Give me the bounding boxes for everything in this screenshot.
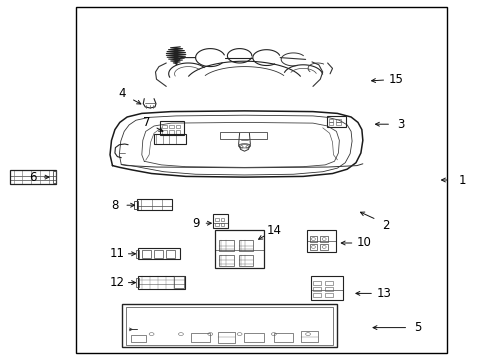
Bar	[213, 214, 227, 228]
Bar	[306, 230, 336, 252]
Bar	[136, 278, 139, 287]
Bar	[53, 171, 56, 183]
Bar	[138, 276, 184, 289]
Bar	[244, 333, 264, 342]
Text: 4: 4	[118, 87, 126, 100]
Bar	[136, 250, 139, 258]
Bar	[325, 281, 332, 285]
Bar	[320, 236, 327, 242]
Bar	[328, 119, 333, 122]
Text: 3: 3	[396, 118, 404, 131]
Bar	[335, 122, 340, 125]
Text: 15: 15	[388, 73, 403, 86]
Bar	[320, 244, 327, 250]
Bar	[326, 116, 346, 127]
Bar	[174, 276, 183, 288]
Bar	[190, 333, 210, 342]
Text: 6: 6	[29, 171, 37, 184]
Bar	[325, 287, 332, 291]
Bar	[168, 130, 173, 134]
Text: 10: 10	[356, 237, 371, 249]
Text: 9: 9	[191, 217, 199, 230]
Bar	[215, 223, 219, 226]
Bar	[310, 276, 342, 300]
Bar	[175, 130, 180, 134]
Bar	[335, 119, 340, 122]
Bar	[215, 230, 264, 268]
Bar	[313, 281, 321, 285]
Text: 5: 5	[413, 321, 421, 334]
Bar	[175, 125, 180, 128]
Text: 13: 13	[376, 287, 390, 300]
Bar	[162, 125, 166, 128]
Bar	[300, 331, 317, 342]
Bar	[238, 255, 253, 266]
Bar	[220, 218, 224, 221]
Bar	[137, 199, 172, 210]
Text: 11: 11	[109, 247, 124, 260]
Bar	[126, 307, 333, 345]
Bar	[328, 122, 333, 125]
Bar	[154, 250, 163, 258]
Bar	[76, 7, 447, 353]
Bar	[238, 240, 253, 251]
Bar	[273, 333, 293, 342]
Bar	[131, 335, 145, 342]
Bar	[134, 201, 138, 209]
Bar	[160, 121, 184, 135]
Bar	[122, 304, 337, 347]
Text: 2: 2	[382, 219, 389, 231]
Text: 8: 8	[111, 199, 119, 212]
Bar	[154, 134, 185, 144]
Bar	[142, 250, 150, 258]
Bar	[217, 332, 234, 343]
Bar	[219, 240, 233, 251]
Bar	[220, 132, 266, 139]
Bar	[309, 236, 317, 242]
Bar	[215, 218, 219, 221]
Bar	[162, 130, 166, 134]
Bar	[313, 287, 321, 291]
Bar	[138, 248, 180, 259]
Bar	[309, 244, 317, 250]
Text: 14: 14	[266, 224, 281, 237]
Bar	[168, 125, 173, 128]
Bar	[219, 255, 233, 266]
Bar	[313, 293, 321, 297]
Text: 12: 12	[109, 276, 124, 289]
Bar	[220, 223, 224, 226]
Bar	[10, 170, 56, 184]
Bar	[166, 250, 175, 258]
Bar	[325, 293, 332, 297]
Text: 7: 7	[142, 116, 150, 129]
Text: 1: 1	[457, 174, 465, 186]
